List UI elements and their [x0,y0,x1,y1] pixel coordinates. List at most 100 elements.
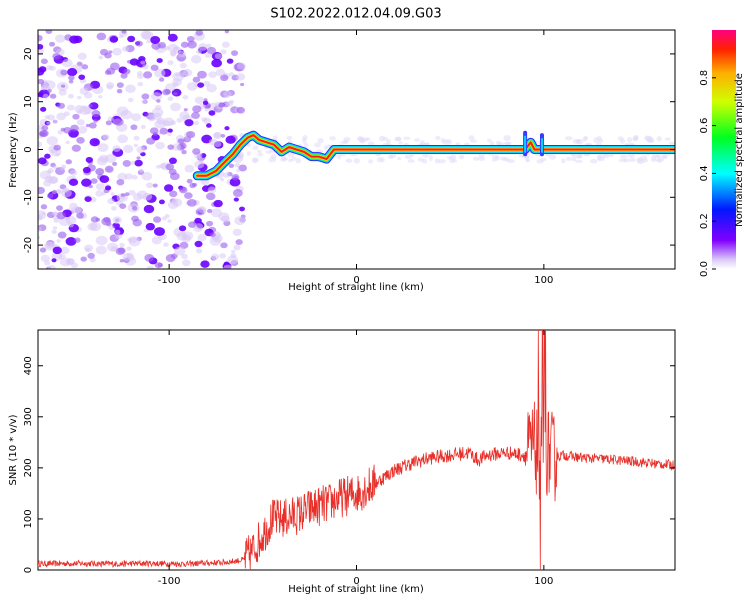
spectrogram-point [55,152,60,157]
spectrogram-point [158,77,165,82]
spectrogram-point [226,58,234,64]
spectrogram-point [359,137,365,144]
spectrogram-point [54,34,66,43]
colorbar-tick-label: 0.8 [699,70,710,86]
spectrogram-point [53,144,61,151]
spectrogram-point [104,165,114,173]
spectrogram-point [234,163,241,168]
spectrogram-point [407,159,415,163]
spectrogram-point [76,136,85,144]
spectrogram-point [46,136,59,146]
spectrogram-point [68,75,75,81]
spectrogram-point [71,144,81,152]
spectrogram-point [150,36,161,44]
spectrogram-xtick-label: 0 [353,275,359,286]
spectrogram-point [151,92,163,101]
spectrogram-point [395,136,402,141]
spectrogram-point [636,158,642,163]
spectrogram-point [213,141,222,148]
spectrogram-point [487,138,492,143]
spectrogram-point [154,105,162,111]
spectrogram-point [256,149,262,154]
spectrogram-point [102,134,110,140]
spectrogram-point [52,226,58,230]
spectrogram-point [51,258,57,263]
spectrogram-point [119,203,127,210]
spectrogram-point [136,73,144,79]
figure-title: S102.2022.012.04.09.G03 [270,7,441,22]
spectrogram-point [473,156,480,161]
spectrogram-point [55,189,62,194]
spectrogram-point [167,128,173,133]
spectrogram-point [53,119,58,124]
spectrogram-point [66,104,75,111]
spectrogram-point [141,93,150,100]
spectrogram-point [63,111,70,117]
spectrogram-point [158,199,165,205]
spectrogram-point [81,178,92,187]
spectrogram-point [156,99,161,103]
spectrogram-point [140,60,146,65]
snr-ytick-label: 400 [23,356,34,375]
spectrogram-point [233,244,241,251]
spectrogram-point [153,216,162,223]
spectrogram-point [46,65,53,71]
spectrogram-point [39,247,47,253]
spectrogram-track-layer [192,130,675,181]
spectrogram-point [120,193,126,197]
spectrogram-point [197,233,207,242]
snr-ylabel: SNR (10 * v/v) [8,414,19,485]
spectrogram-point [49,41,56,47]
spectrogram-point [96,156,108,166]
spectrogram-point [44,241,56,251]
spectrogram-point [227,255,239,265]
spectrogram-point [38,66,47,73]
spectrogram-point [233,197,239,202]
spectrogram-point [122,160,132,167]
spectrogram-point [142,30,154,41]
spectrogram-point [56,211,66,220]
spectrogram-point [52,189,57,194]
spectrogram-ytick-label: 10 [23,95,34,108]
spectrogram-point [151,236,162,245]
spectrogram-point [132,206,138,211]
spectrogram-point [236,73,246,81]
spectrogram-point [503,135,512,141]
spectrogram-point [47,114,55,121]
spectrogram-point [116,88,123,94]
colorbar-ticks: 0.0 0.2 0.4 0.6 0.8 [699,70,716,277]
spectrogram-point [198,43,208,51]
spectrogram-point [171,143,182,151]
spectrogram-point [577,152,583,159]
spectrogram-point [389,153,397,159]
spectrogram-point [252,157,260,163]
spectrogram-point [238,164,247,172]
spectrogram-point [146,182,154,189]
spectrogram-point [76,212,84,219]
spectrogram-point [561,158,566,164]
spectrogram-point [68,178,79,186]
spectrogram-point [173,91,178,96]
spectrogram-point [56,112,66,121]
spectrogram-point [194,223,204,230]
snr-plot-area [37,329,676,571]
spectrogram-point [593,137,599,144]
spectrogram-point [208,110,216,116]
spectrogram-point [178,50,187,58]
spectrogram-point [51,211,59,217]
spectrogram-point [142,64,149,70]
spectrogram-point [133,143,139,148]
spectrogram-point [589,158,598,164]
spectrogram-point [186,36,195,43]
spectrogram-point [68,79,74,84]
spectrogram-point [90,216,99,223]
spectrogram-point [291,156,297,161]
spectrogram-point [220,49,227,55]
spectrogram-point [52,246,62,255]
spectrogram-point [323,145,328,150]
spectrogram-point [140,124,146,129]
spectrogram-point [41,125,49,131]
spectrogram-point [110,245,118,252]
spectrogram-point [223,264,232,269]
